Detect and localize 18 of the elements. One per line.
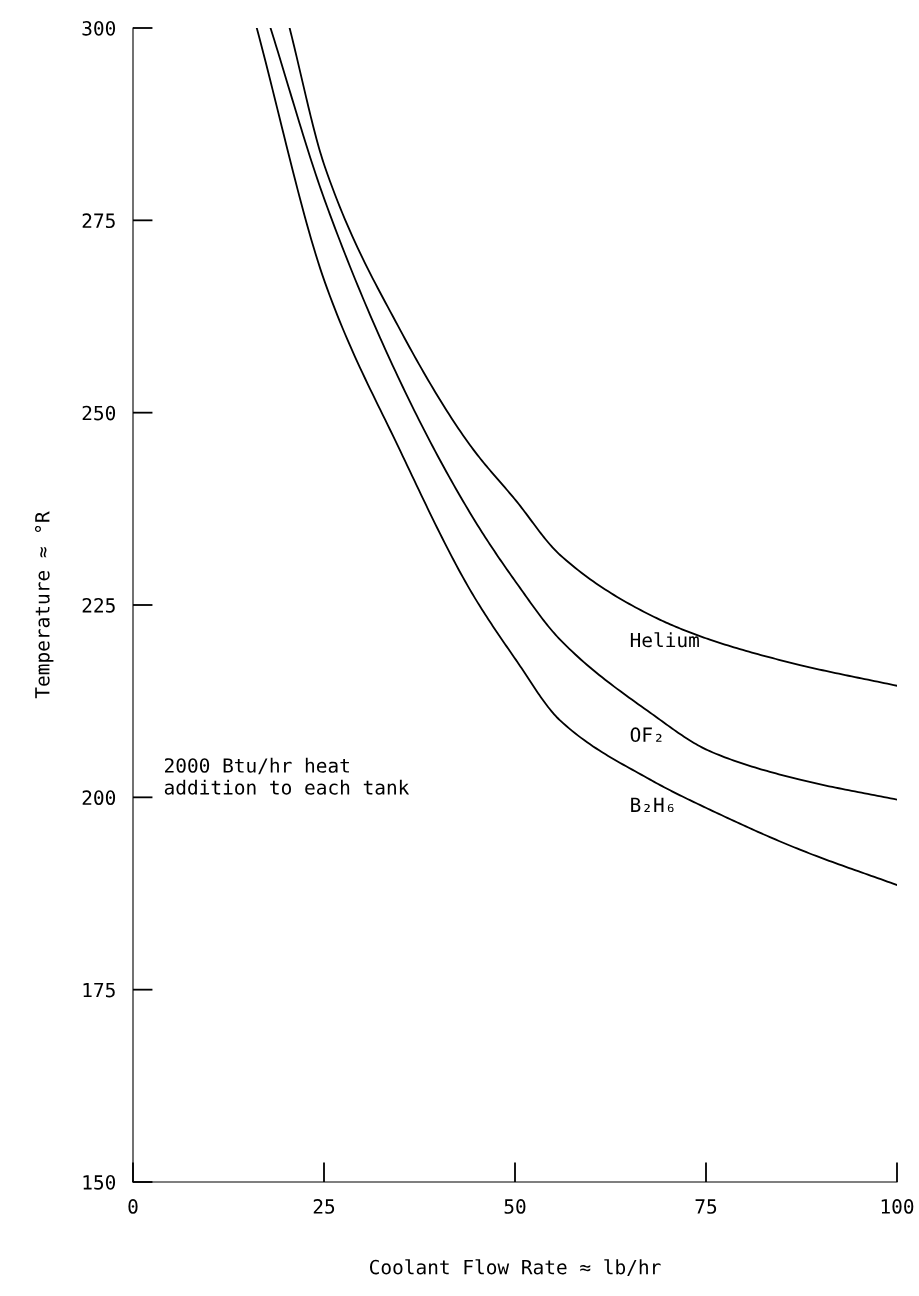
series-label: Helium [630, 632, 699, 648]
x-axis-title: Coolant Flow Rate ≈ lb/hr [369, 1259, 661, 1276]
y-tick-label: 250 [82, 405, 116, 421]
y-tick-label: 150 [83, 1175, 116, 1190]
x-tick-label: 50 [504, 1199, 526, 1214]
x-tick-label: 25 [313, 1199, 335, 1214]
y-tick-label: 300 [82, 21, 116, 36]
series-label: B₂H₆ [631, 797, 674, 813]
y-tick-label: 200 [82, 790, 116, 806]
y-tick-label: 175 [83, 982, 115, 998]
series-label: OF₂ [630, 727, 662, 743]
x-tick-label: 100 [881, 1199, 914, 1214]
x-tick-label: 0 [128, 1199, 138, 1214]
y-tick-label: 225 [82, 598, 115, 613]
x-tick-label: 75 [695, 1199, 717, 1214]
annotation: 2000 Btu/hr heat addition to each tank [164, 757, 410, 795]
y-tick-label: 275 [82, 213, 115, 229]
y-axis-title: Temperature ≈ °R [34, 511, 54, 699]
